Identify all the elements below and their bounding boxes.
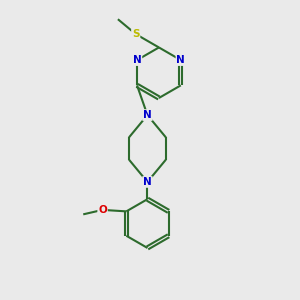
Text: S: S	[132, 29, 140, 39]
Text: N: N	[143, 177, 152, 187]
Text: N: N	[143, 110, 152, 120]
Text: O: O	[98, 205, 107, 215]
Text: N: N	[133, 55, 141, 65]
Text: N: N	[176, 55, 185, 65]
